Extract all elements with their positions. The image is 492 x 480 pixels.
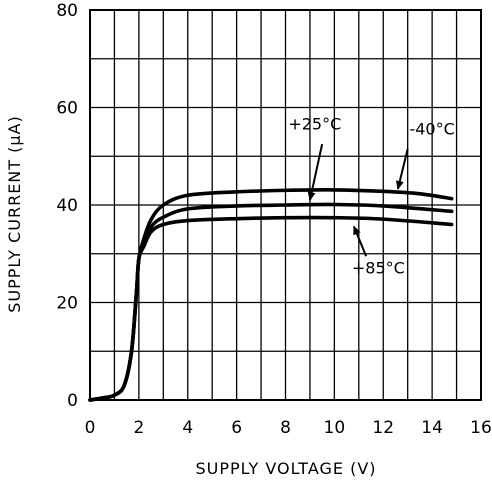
y-axis-title: SUPPLY CURRENT (µA) [5,115,24,312]
y-tick-label: 0 [67,391,78,411]
x-tick-label: 16 [470,418,492,438]
x-tick-label: 12 [372,418,394,438]
annotation-85c-label: +85°C [352,258,405,277]
x-tick-labels: 0 2 4 6 8 10 12 14 16 [85,418,492,438]
x-axis-title: SUPPLY VOLTAGE (V) [196,459,377,478]
annotation-85c-arrow [353,225,368,257]
annotation-40c-label: -40°C [409,119,454,138]
plot-frame [89,9,482,401]
series-lines [88,188,454,402]
annotation-40c-arrow [395,148,409,190]
series-line-85c [88,215,454,402]
annotation-25c-label: +25°C [288,114,341,133]
y-tick-labels: 0 20 40 60 80 [56,1,78,411]
x-tick-label: 10 [324,418,346,438]
x-tick-label: 2 [133,418,144,438]
x-tick-label: 6 [231,418,242,438]
x-tick-label: 8 [280,418,291,438]
y-tick-label: 40 [56,196,78,216]
annotation-25c-arrow [307,143,324,202]
y-tick-label: 60 [56,99,78,119]
annotations: +25°C -40°C +85°C [288,114,454,277]
x-tick-label: 14 [421,418,443,438]
y-tick-label: 20 [56,294,78,314]
x-tick-label: 0 [85,418,96,438]
y-tick-label: 80 [56,1,78,21]
x-tick-label: 4 [182,418,193,438]
